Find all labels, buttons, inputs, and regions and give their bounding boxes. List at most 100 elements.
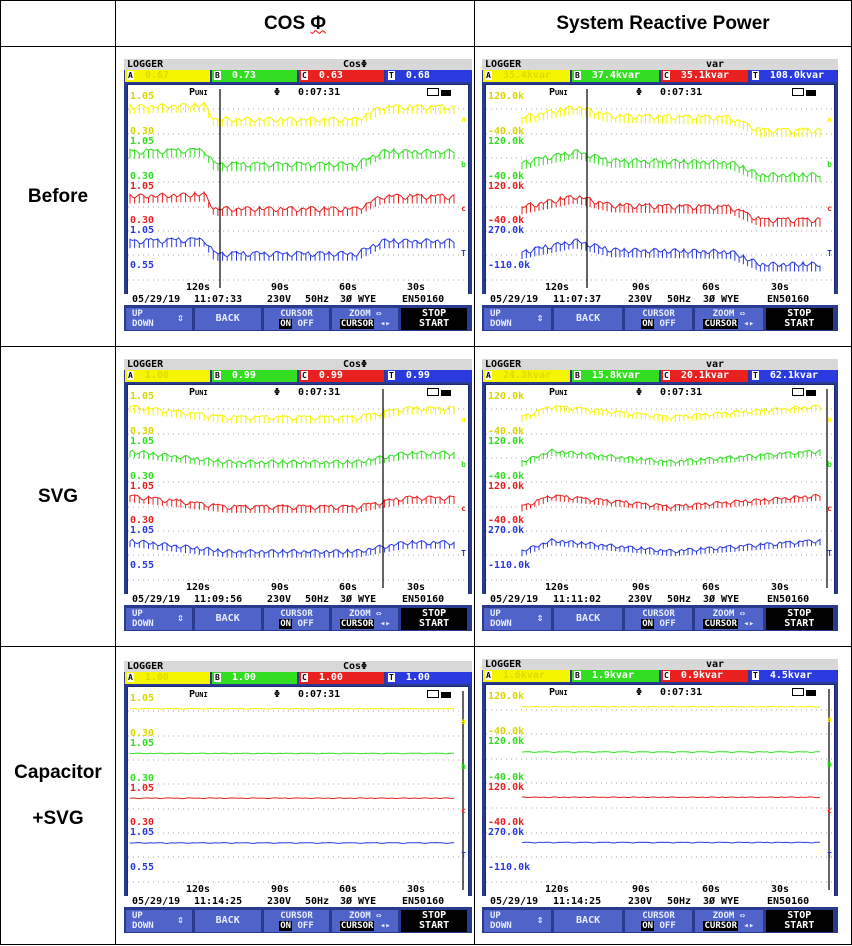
back-button[interactable]: BACK	[194, 608, 261, 630]
cursor-toggle-button[interactable]: CURSOR ON OFF	[263, 608, 330, 630]
puni-p: P	[189, 87, 196, 98]
zoom-cursor-button[interactable]: ZOOM ⇔ CURSOR ◂▸	[332, 308, 399, 330]
start-text: START	[419, 920, 450, 931]
stop-start-button[interactable]: STOP START	[765, 608, 833, 630]
phase-reading-a: 1.6kvar	[502, 670, 545, 681]
stop-start-button[interactable]: STOP START	[401, 910, 467, 932]
scale-max-b: 120.0k	[488, 736, 525, 748]
status-date: 05/29/19	[132, 594, 181, 605]
cursor-toggle-button[interactable]: CURSOR ON OFF	[263, 910, 330, 932]
cursor-toggle-button[interactable]: CURSOR ON OFF	[624, 608, 693, 630]
waveform-c	[521, 796, 821, 799]
phase-value-t: T 1.00	[386, 672, 471, 684]
back-button[interactable]: BACK	[554, 308, 622, 330]
zoom-label: ZOOM ⇔	[332, 308, 398, 319]
phase-letter-c: C	[663, 671, 670, 680]
up-text: UP	[490, 609, 501, 619]
phase-reading-b: 1.00	[231, 672, 256, 683]
status-time: 11:14:25	[553, 896, 602, 907]
puni-sub: UNI	[195, 89, 208, 97]
phase-letter-c: C	[663, 71, 670, 80]
time-tick: 30s	[771, 582, 790, 593]
status-standard: EN50160	[402, 294, 445, 305]
time-tick: 90s	[632, 582, 651, 593]
back-button[interactable]: BACK	[554, 910, 622, 932]
up-down-button[interactable]: UP DOWN ⇕	[126, 608, 192, 630]
stop-start-button[interactable]: STOP START	[401, 608, 467, 630]
cursor-toggle-button[interactable]: CURSOR ON OFF	[624, 910, 693, 932]
time-tick: 120s	[545, 884, 570, 895]
start-text: START	[419, 318, 450, 329]
phase-icon: Φ	[274, 689, 281, 700]
puni-label: PUNI	[189, 87, 208, 98]
time-tick: 30s	[407, 884, 426, 895]
scale-min-t: -110.0k	[488, 260, 531, 271]
zoom-label: ZOOM ⇔	[332, 608, 398, 619]
up-down-button[interactable]: UP DOWN ⇕	[484, 308, 552, 330]
cursor-toggle-button[interactable]: CURSOR ON OFF	[263, 308, 330, 330]
back-button[interactable]: BACK	[194, 308, 261, 330]
scale-min-a: 0.30	[130, 125, 155, 137]
cursor-text: CURSOR	[280, 609, 313, 619]
waveform-a	[521, 404, 821, 422]
time-tick: 90s	[632, 884, 651, 895]
puni-sub: UNI	[195, 691, 208, 699]
phase-letter-b: B	[214, 371, 221, 380]
elapsed-time: 0:07:31	[298, 387, 341, 398]
phase-values: A 35.4kvar B 37.4kvar C 35.1kvar T 108.0kvar	[482, 70, 838, 82]
phase-value-c: C 0.63	[299, 70, 384, 82]
zoom-cursor-button[interactable]: ZOOM ⇔ CURSOR ◂▸	[332, 910, 399, 932]
phase-letter-c: C	[663, 371, 670, 380]
scale-max-b: 1.05	[130, 737, 155, 749]
stop-start-button[interactable]: STOP START	[765, 910, 833, 932]
status-wiring: 3Ø WYE	[703, 294, 740, 305]
phase-letter-b: B	[574, 71, 581, 80]
phase-values: A 1.00 B 0.99 C 0.99 T 0.99	[124, 370, 472, 382]
zoom-cursor-button[interactable]: ZOOM ⇔ CURSOR ◂▸	[695, 308, 763, 330]
up-down-button[interactable]: UP DOWN ⇕	[484, 910, 552, 932]
phase-letter-a: A	[127, 371, 134, 380]
waveform-t	[521, 238, 821, 272]
zoom-cursor-button[interactable]: ZOOM ⇔ CURSOR ◂▸	[332, 608, 399, 630]
up-down-arrow-icon: ⇕	[177, 611, 184, 624]
down-text: DOWN	[490, 619, 512, 629]
waveform-plot: 1.05 0.30 a 1.05 0.30 b 1.05 0.30 c 1.05 0.55 T PUNI…	[127, 384, 469, 595]
down-label: DOWN	[126, 619, 192, 629]
phase-marker-t: T	[827, 549, 832, 559]
time-tick: 30s	[771, 282, 790, 293]
phase-reading-a: 35.4kvar	[502, 70, 551, 81]
back-button[interactable]: BACK	[554, 608, 622, 630]
scale-max-t: 1.05	[130, 225, 155, 237]
status-voltage: 230V	[267, 294, 292, 305]
off-text: OFF	[297, 319, 314, 329]
waveform-c	[521, 195, 821, 227]
up-down-button[interactable]: UP DOWN ⇕	[126, 910, 192, 932]
cursor2-text: CURSOR	[339, 319, 375, 329]
zoom-cursor-button[interactable]: ZOOM ⇔ CURSOR ◂▸	[695, 910, 763, 932]
back-button[interactable]: BACK	[194, 910, 261, 932]
scale-max-b: 120.0k	[488, 435, 525, 447]
scale-min-t: -110.0k	[488, 862, 531, 873]
status-freq: 50Hz	[305, 594, 330, 605]
cursor-on-off: ON OFF	[264, 619, 330, 629]
waveform-c	[129, 190, 455, 216]
scale-max-b: 1.05	[130, 135, 155, 147]
up-down-button[interactable]: UP DOWN ⇕	[484, 608, 552, 630]
status-wiring: 3Ø WYE	[340, 294, 377, 305]
stop-start-button[interactable]: STOP START	[765, 308, 833, 330]
phase-reading-c: 20.1kvar	[680, 370, 729, 381]
up-down-button[interactable]: UP DOWN ⇕	[126, 308, 192, 330]
up-label: UP	[484, 910, 551, 921]
phase-letter-t: T	[388, 371, 395, 380]
zoom-cursor-button[interactable]: ZOOM ⇔ CURSOR ◂▸	[695, 608, 763, 630]
stop-text: STOP	[787, 608, 812, 619]
scale-max-a: 1.05	[130, 91, 155, 102]
stop-label: STOP	[766, 910, 833, 921]
up-label: UP	[126, 608, 192, 619]
stop-start-button[interactable]: STOP START	[401, 308, 467, 330]
time-tick: 60s	[339, 582, 358, 593]
start-label: START	[401, 619, 467, 629]
zoom-label: ZOOM ⇔	[695, 608, 762, 619]
phase-value-a: A 1.00	[125, 370, 210, 382]
cursor-toggle-button[interactable]: CURSOR ON OFF	[624, 308, 693, 330]
